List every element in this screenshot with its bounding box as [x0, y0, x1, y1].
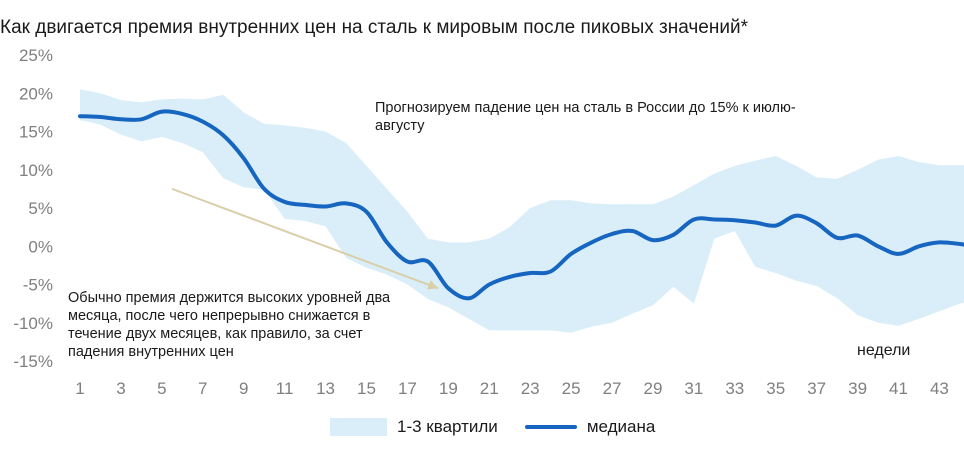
annotation-arrow-head: [427, 280, 439, 290]
x-tick-label: 13: [316, 379, 335, 398]
x-tick-label: 5: [157, 379, 166, 398]
series-line-median: [78, 109, 964, 301]
annotation-usual-behavior: Обычно премия держится высоких уровней д…: [68, 290, 391, 360]
y-tick-label: 25%: [19, 46, 53, 65]
y-tick-label: -10%: [13, 314, 53, 333]
legend-band-swatch: [330, 418, 387, 436]
y-tick-label: -15%: [13, 352, 53, 371]
x-tick-label: 35: [766, 379, 785, 398]
x-tick-label: 19: [439, 379, 458, 398]
y-tick-label: 5%: [28, 199, 53, 218]
y-tick-label: -5%: [23, 276, 53, 295]
y-tick-label: 0%: [28, 237, 53, 256]
x-tick-label: 9: [239, 379, 248, 398]
x-tick-label: 33: [725, 379, 744, 398]
x-tick-label: 15: [357, 379, 376, 398]
x-tick-label: 1: [75, 379, 84, 398]
chart-title: Как двигается премия внутренних цен на с…: [0, 17, 748, 38]
x-tick-label: 25: [562, 379, 581, 398]
x-tick-label: 43: [930, 379, 949, 398]
x-tick-label: 7: [198, 379, 207, 398]
x-tick-label: 39: [848, 379, 867, 398]
x-tick-label: 31: [684, 379, 703, 398]
x-tick-label: 17: [398, 379, 417, 398]
x-tick-label: 11: [276, 379, 294, 398]
chart-legend: 1-3 квартили медиана: [330, 417, 655, 437]
x-tick-label: 37: [807, 379, 826, 398]
y-tick-label: 20%: [19, 84, 53, 103]
y-tick-label: 10%: [19, 161, 53, 180]
x-tick-label: 3: [116, 379, 125, 398]
x-tick-label: 41: [889, 379, 908, 398]
x-axis-label: недели: [857, 342, 911, 359]
legend-band-label: 1-3 квартили: [397, 417, 498, 436]
x-tick-label: 27: [603, 379, 622, 398]
annotation-forecast: Прогнозируем падение цен на сталь в Росс…: [375, 100, 796, 134]
x-tick-label: 21: [480, 379, 499, 398]
x-tick-label: 23: [521, 379, 540, 398]
x-tick-label: 29: [644, 379, 663, 398]
y-tick-label: 15%: [19, 123, 53, 142]
series-band-quartiles: [80, 89, 964, 333]
annotation-arrow-shaft: [171, 187, 439, 290]
legend-line-swatch: [524, 425, 577, 429]
legend-line-label: медиана: [586, 417, 656, 436]
